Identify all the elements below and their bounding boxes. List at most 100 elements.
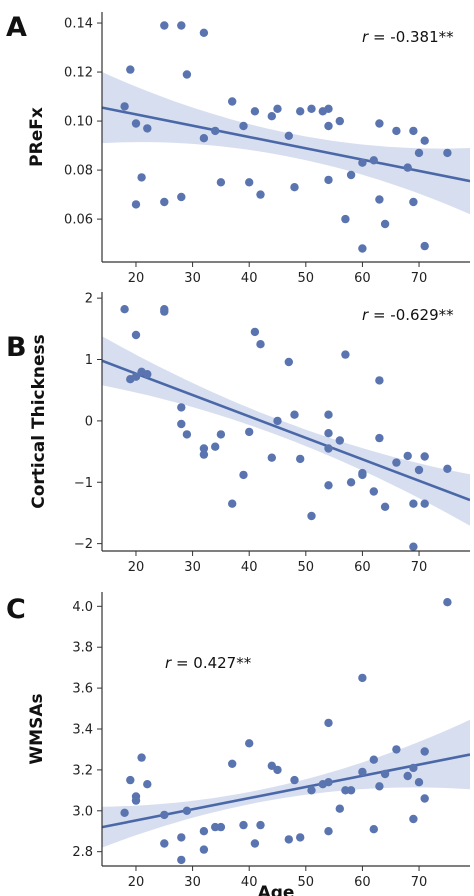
data-point bbox=[211, 442, 220, 451]
data-point bbox=[120, 102, 129, 111]
x-tick-label: 20 bbox=[128, 560, 145, 575]
panel-letter: B bbox=[6, 332, 27, 363]
data-point bbox=[307, 511, 316, 521]
data-point bbox=[216, 178, 226, 187]
data-point bbox=[414, 148, 424, 158]
data-point bbox=[131, 119, 141, 128]
data-point bbox=[414, 778, 424, 787]
data-point bbox=[160, 810, 169, 820]
data-point bbox=[296, 833, 305, 842]
data-point bbox=[228, 499, 237, 508]
data-point bbox=[324, 481, 333, 490]
x-tick-label: 40 bbox=[241, 875, 258, 890]
data-point bbox=[199, 134, 209, 143]
data-point bbox=[228, 759, 237, 768]
data-point bbox=[358, 244, 367, 253]
x-tick-label: 70 bbox=[411, 271, 428, 286]
data-point bbox=[324, 121, 333, 131]
data-point bbox=[392, 458, 401, 467]
data-point bbox=[414, 465, 424, 475]
data-point bbox=[256, 820, 265, 830]
data-point bbox=[126, 775, 135, 785]
data-point bbox=[245, 739, 254, 748]
data-point bbox=[392, 745, 401, 754]
data-point bbox=[290, 183, 299, 192]
y-tick-label: 0 bbox=[85, 414, 93, 429]
data-point bbox=[324, 778, 333, 787]
data-point bbox=[346, 786, 356, 795]
y-tick-label: 0.14 bbox=[64, 17, 93, 32]
x-tick-label: 30 bbox=[184, 560, 201, 575]
y-tick-label: 4.0 bbox=[72, 600, 93, 615]
data-point bbox=[346, 478, 356, 487]
data-point bbox=[358, 673, 367, 683]
data-point bbox=[182, 806, 192, 815]
data-point bbox=[324, 104, 333, 114]
panel-c: 2.8 3.0 3.2 3.4 3.6 3.8 4.0 20 30 40 50 60 70 C WMSAs A… bbox=[6, 592, 470, 896]
data-point bbox=[211, 126, 220, 136]
y-axis-label: Cortical Thickness bbox=[29, 334, 49, 509]
data-point bbox=[420, 136, 429, 145]
data-point bbox=[143, 370, 152, 379]
data-point bbox=[324, 444, 333, 453]
data-point bbox=[403, 163, 412, 172]
confidence-band bbox=[102, 719, 470, 848]
data-point bbox=[177, 403, 186, 412]
data-point bbox=[160, 839, 169, 848]
panel-letter: A bbox=[6, 12, 27, 43]
data-point bbox=[284, 835, 293, 844]
x-tick-label: 60 bbox=[354, 875, 371, 890]
data-point bbox=[409, 126, 418, 136]
data-point bbox=[273, 104, 282, 114]
data-point bbox=[131, 796, 141, 805]
data-point bbox=[443, 148, 452, 158]
data-point bbox=[267, 112, 276, 121]
data-point bbox=[296, 454, 305, 464]
data-point bbox=[358, 158, 367, 167]
data-point bbox=[182, 430, 192, 439]
data-point bbox=[420, 794, 429, 803]
x-tick-label: 40 bbox=[241, 271, 258, 286]
y-tick-label: 3.4 bbox=[72, 723, 93, 738]
data-point bbox=[245, 427, 254, 437]
y-tick-label: −2 bbox=[74, 537, 93, 552]
data-point bbox=[409, 814, 418, 824]
panel-b: −2 −1 0 1 2 20 30 40 50 60 70 B Cortical Thickness r … bbox=[6, 292, 470, 575]
data-point bbox=[131, 330, 141, 340]
x-tick-label: 30 bbox=[184, 271, 201, 286]
data-point bbox=[199, 444, 209, 453]
y-tick-label: 0.06 bbox=[64, 213, 93, 228]
data-point bbox=[182, 70, 192, 79]
data-point bbox=[177, 419, 186, 429]
data-point bbox=[369, 755, 378, 764]
y-tick-label: 0.12 bbox=[64, 66, 93, 81]
data-point bbox=[335, 116, 344, 126]
data-point bbox=[137, 753, 146, 762]
data-point bbox=[143, 124, 152, 133]
data-point bbox=[199, 827, 209, 836]
data-point bbox=[346, 170, 356, 180]
y-tick-label: 3.2 bbox=[72, 763, 93, 778]
data-point bbox=[177, 21, 186, 30]
data-point bbox=[120, 305, 129, 314]
data-point bbox=[160, 197, 169, 207]
data-point bbox=[324, 410, 333, 419]
data-point bbox=[341, 350, 350, 359]
data-point bbox=[375, 433, 384, 443]
data-point bbox=[369, 825, 378, 834]
y-tick-label: 3.0 bbox=[72, 804, 93, 819]
data-point bbox=[335, 436, 344, 445]
panel-letter: C bbox=[6, 594, 26, 625]
x-tick-label: 30 bbox=[184, 875, 201, 890]
data-point bbox=[420, 747, 429, 756]
data-point bbox=[296, 107, 305, 116]
data-point bbox=[409, 499, 418, 508]
x-tick-label: 40 bbox=[241, 560, 258, 575]
data-point bbox=[375, 119, 384, 128]
data-point bbox=[380, 219, 390, 229]
y-axis-label: PReFx bbox=[27, 107, 47, 167]
x-tick-label: 60 bbox=[354, 271, 371, 286]
data-point bbox=[126, 65, 135, 74]
correlation-annotation: r = -0.629** bbox=[362, 306, 454, 324]
data-point bbox=[358, 470, 367, 480]
